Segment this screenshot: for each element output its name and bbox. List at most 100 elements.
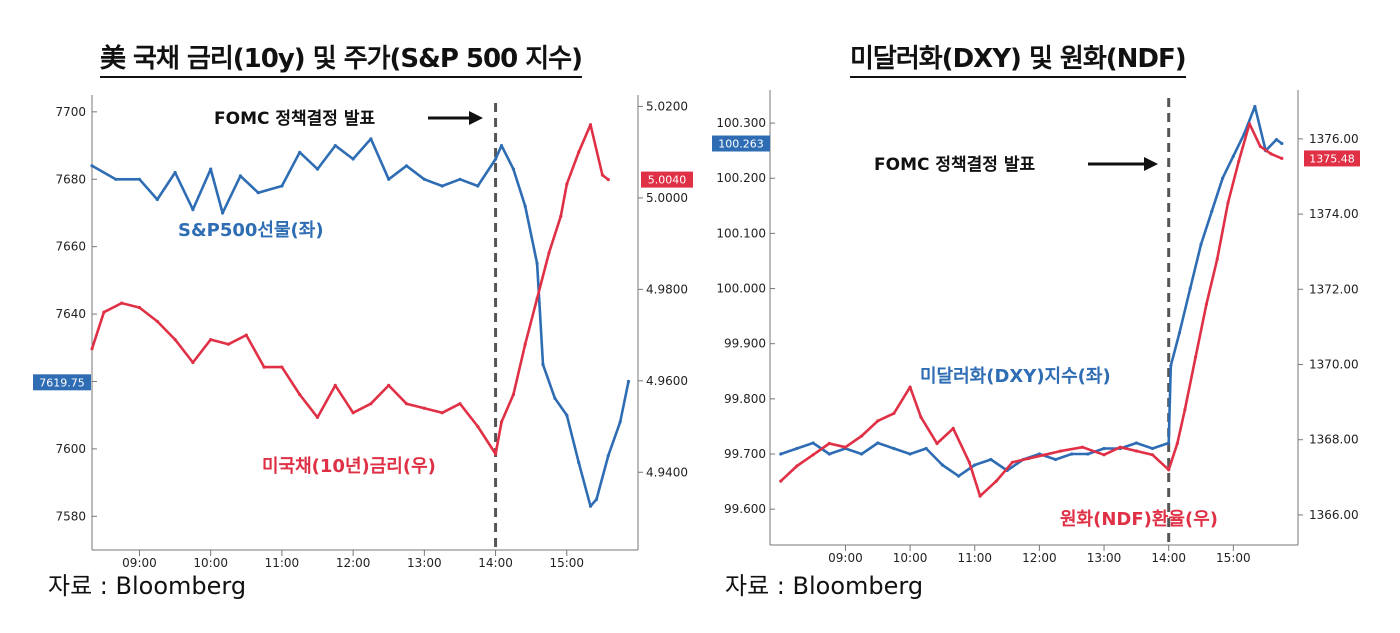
- x-tick-label: 09:00: [122, 556, 157, 570]
- data-point: [626, 379, 631, 384]
- fomc-annotation: FOMC 정책결정 발표: [874, 155, 1035, 175]
- x-tick-label: 14:00: [478, 556, 513, 570]
- y-tick-label-left: 7680: [55, 172, 86, 186]
- data-point: [951, 426, 955, 430]
- data-point: [908, 385, 912, 389]
- data-point: [1274, 138, 1278, 142]
- chart-title: 美 국채 금리(10y) 및 주가(S&P 500 지수): [100, 44, 583, 78]
- y-tick-label-right: 5.0200: [646, 99, 688, 113]
- x-tick-label: 09:00: [828, 551, 863, 565]
- data-point: [440, 411, 444, 415]
- data-point: [795, 446, 799, 451]
- data-point: [476, 424, 480, 429]
- data-point: [1043, 453, 1047, 457]
- data-point: [315, 415, 320, 419]
- data-point: [1102, 453, 1106, 457]
- data-point: [404, 164, 409, 168]
- data-point: [1188, 286, 1192, 291]
- data-point: [155, 197, 159, 202]
- data-point: [843, 445, 847, 449]
- data-point: [860, 434, 864, 438]
- x-tick-label: 15:00: [549, 556, 584, 570]
- data-point: [351, 157, 355, 161]
- y-tick-label-right: 5.0000: [646, 191, 688, 205]
- chart-title: 미달러화(DXY) 및 원화(NDF): [850, 44, 1187, 78]
- data-point: [1169, 364, 1173, 368]
- data-point: [90, 164, 94, 168]
- data-point: [559, 214, 563, 218]
- data-point: [333, 144, 337, 148]
- data-point: [494, 452, 498, 456]
- x-tick-label: 15:00: [1216, 551, 1251, 565]
- data-point: [280, 365, 284, 369]
- data-point: [523, 204, 527, 208]
- y-tick-label-right: 1376.00: [1309, 132, 1359, 146]
- data-point: [387, 177, 391, 181]
- data-point: [137, 306, 142, 310]
- data-point: [422, 177, 426, 181]
- data-point: [244, 333, 248, 337]
- data-point: [1280, 156, 1284, 160]
- data-point: [238, 174, 242, 178]
- data-point: [779, 479, 783, 483]
- data-point: [120, 301, 124, 305]
- data-point: [1253, 104, 1257, 109]
- data-point: [494, 157, 498, 161]
- data-point: [90, 347, 94, 351]
- data-point: [1080, 445, 1085, 449]
- data-point: [499, 144, 504, 148]
- data-point: [1258, 144, 1262, 148]
- data-point: [1118, 445, 1122, 449]
- data-point: [1134, 449, 1138, 453]
- data-point: [209, 338, 213, 342]
- data-point: [1237, 159, 1241, 163]
- data-point: [262, 365, 266, 369]
- data-point: [1167, 441, 1171, 445]
- data-point: [1150, 446, 1155, 451]
- data-point: [588, 504, 593, 508]
- data-point: [114, 177, 118, 181]
- data-point: [1177, 331, 1182, 335]
- data-point: [535, 296, 539, 301]
- data-point: [618, 420, 622, 424]
- x-tick-label: 12:00: [336, 556, 371, 570]
- last-value-badge-left: [712, 135, 770, 152]
- data-point: [973, 463, 977, 467]
- data-point: [957, 474, 961, 478]
- data-point: [876, 419, 880, 423]
- chart-plot: 99.600 99.700 99.800 99.900 100.000 100.100 10…: [712, 90, 1360, 565]
- data-point: [155, 319, 159, 323]
- data-point: [137, 177, 142, 181]
- data-point: [333, 383, 337, 387]
- data-point: [1150, 453, 1155, 457]
- data-point: [173, 170, 177, 175]
- data-point: [811, 453, 815, 457]
- data-point: [1204, 302, 1208, 306]
- data-point: [600, 173, 605, 177]
- y-tick-label-left: 7580: [55, 509, 86, 523]
- data-point: [511, 167, 515, 171]
- chart-plot: 75807600762076407660768077004.94004.9600…: [33, 95, 693, 570]
- x-tick-label: 11:00: [265, 556, 300, 570]
- y-tick-label-right: 1366.00: [1309, 508, 1359, 522]
- data-point: [298, 150, 302, 154]
- y-tick-label-right: 4.9600: [646, 374, 688, 388]
- data-point: [387, 383, 391, 387]
- data-point: [1054, 457, 1058, 462]
- fomc-annotation: FOMC 정책결정 발표: [214, 109, 375, 129]
- data-point: [535, 261, 539, 266]
- data-point: [209, 167, 213, 171]
- y-tick-label-left: 7700: [55, 105, 86, 119]
- data-point: [511, 392, 515, 397]
- data-point: [523, 342, 527, 346]
- y-tick-label-left: 100.300: [716, 116, 766, 130]
- data-point: [221, 211, 225, 215]
- data-point: [827, 441, 831, 446]
- data-point: [924, 446, 928, 451]
- y-tick-label-left: 99.800: [724, 392, 766, 406]
- data-point: [908, 452, 912, 456]
- arrow-head-icon: [469, 111, 483, 125]
- data-point: [577, 150, 581, 154]
- x-tick-label: 13:00: [407, 556, 442, 570]
- data-point: [1167, 468, 1171, 472]
